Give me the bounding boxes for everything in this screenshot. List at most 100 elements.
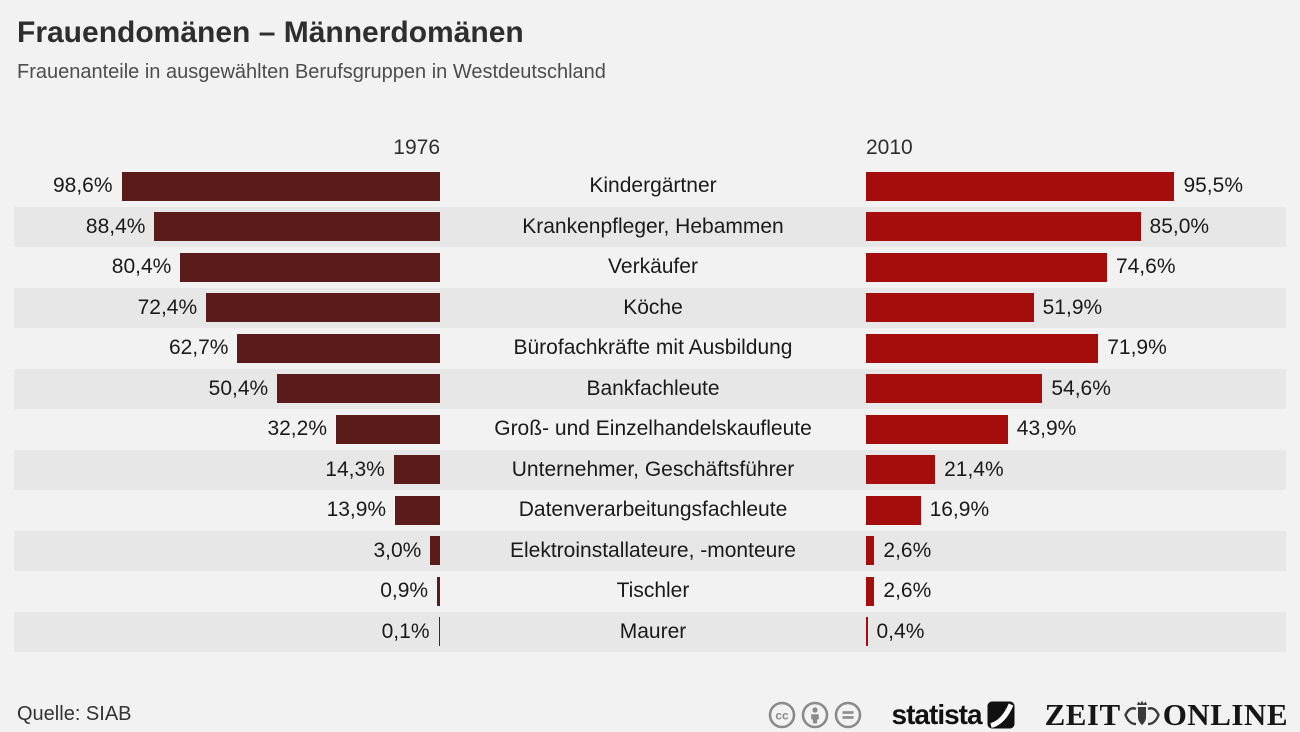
online-logo-text: ONLINE — [1162, 697, 1288, 732]
bar-2010 — [866, 252, 1107, 282]
chart-rows: 98,6% Kindergärtner 95,5% 88,4% Krankenp… — [0, 166, 1300, 652]
zeit-online-logo[interactable]: ZEIT ONLINE — [1045, 699, 1288, 731]
left-bar-zone: 88,4% — [0, 212, 440, 242]
chart-row: 80,4% Verkäufer 74,6% — [0, 247, 1300, 288]
left-bar-zone: 14,3% — [0, 455, 440, 485]
bar-1976 — [154, 212, 440, 242]
chart-row: 50,4% Bankfachleute 54,6% — [0, 368, 1300, 409]
bar-1976 — [393, 455, 440, 485]
category-label: Verkäufer — [608, 255, 698, 279]
value-label-2010: 95,5% — [1183, 174, 1243, 198]
right-bar-zone: 43,9% — [866, 414, 1300, 444]
left-bar-zone: 62,7% — [0, 333, 440, 363]
zeit-crest-icon — [1123, 700, 1160, 725]
bar-2010 — [866, 333, 1099, 363]
category-label: Bankfachleute — [586, 376, 720, 400]
chart-row: 0,9% Tischler 2,6% — [0, 571, 1300, 612]
value-label-1976: 3,0% — [373, 538, 422, 562]
left-bar-zone: 3,0% — [0, 536, 440, 566]
value-label-1976: 14,3% — [325, 457, 385, 481]
category-label: Datenverarbeitungsfachleute — [518, 498, 788, 522]
category-label: Groß- und Einzelhandelskaufleute — [494, 417, 812, 441]
value-label-1976: 88,4% — [85, 214, 146, 238]
left-bar-zone: 98,6% — [0, 171, 440, 201]
category-label: Krankenpfleger, Hebammen — [522, 214, 784, 238]
bar-1976 — [395, 495, 440, 525]
category-label: Tischler — [616, 579, 690, 603]
value-label-2010: 16,9% — [929, 498, 990, 522]
cc-by-icon[interactable] — [801, 701, 829, 729]
bar-1976 — [237, 333, 440, 363]
bar-2010 — [866, 293, 1034, 323]
left-bar-zone: 32,2% — [0, 414, 440, 444]
category-label: Unternehmer, Geschäftsführer — [511, 457, 795, 481]
bar-1976 — [180, 252, 440, 282]
value-label-1976: 13,9% — [326, 498, 387, 522]
chart-row: 72,4% Köche 51,9% — [0, 287, 1300, 328]
cc-nd-icon[interactable] — [834, 701, 862, 729]
chart-row: 32,2% Groß- und Einzelhandelskaufleute 4… — [0, 409, 1300, 450]
right-bar-zone: 0,4% — [866, 617, 1300, 647]
cc-icon[interactable]: cc — [768, 701, 796, 729]
value-label-2010: 2,6% — [883, 579, 932, 603]
chart-title: Frauendomänen – Männerdomänen — [17, 16, 524, 49]
bar-2010 — [866, 536, 875, 566]
chart-row: 14,3% Unternehmer, Geschäftsführer 21,4% — [0, 449, 1300, 490]
value-label-2010: 71,9% — [1107, 336, 1167, 360]
right-bar-zone: 16,9% — [866, 495, 1300, 525]
bar-1976 — [206, 293, 440, 323]
category-label: Elektroinstallateure, -monteure — [510, 538, 796, 562]
bar-2010 — [866, 455, 936, 485]
value-label-1976: 50,4% — [208, 376, 269, 400]
chart-row: 3,0% Elektroinstallateure, -monteure 2,6… — [0, 530, 1300, 571]
svg-text:cc: cc — [775, 708, 789, 722]
footer: Quelle: SIAB cc statista — [0, 698, 1300, 731]
left-bar-zone: 72,4% — [0, 293, 440, 323]
right-bar-zone: 85,0% — [866, 212, 1300, 242]
right-bar-zone: 74,6% — [866, 252, 1300, 282]
bar-1976 — [336, 414, 440, 444]
zeit-logo-text: ZEIT — [1044, 697, 1121, 732]
value-label-2010: 0,4% — [876, 619, 925, 643]
column-header-1976: 1976 — [393, 136, 440, 159]
right-bar-zone: 21,4% — [866, 455, 1300, 485]
category-label: Köche — [623, 295, 683, 319]
right-bar-zone: 54,6% — [866, 374, 1300, 404]
chart-row: 98,6% Kindergärtner 95,5% — [0, 166, 1300, 207]
bar-2010 — [866, 576, 875, 606]
bar-2010 — [866, 495, 921, 525]
right-bar-zone: 95,5% — [866, 171, 1300, 201]
category-label: Kindergärtner — [589, 174, 717, 198]
right-bar-zone: 2,6% — [866, 536, 1300, 566]
value-label-2010: 43,9% — [1016, 417, 1077, 441]
left-bar-zone: 13,9% — [0, 495, 440, 525]
bar-2010 — [866, 414, 1008, 444]
source-label: Quelle: SIAB — [17, 703, 132, 725]
value-label-1976: 98,6% — [52, 174, 113, 198]
value-label-1976: 0,9% — [380, 579, 429, 603]
value-label-2010: 21,4% — [944, 457, 1004, 481]
value-label-2010: 74,6% — [1115, 255, 1176, 279]
statista-logo-mark — [987, 701, 1015, 728]
bar-2010 — [866, 212, 1141, 242]
value-label-2010: 85,0% — [1149, 214, 1210, 238]
left-bar-zone: 50,4% — [0, 374, 440, 404]
value-label-1976: 80,4% — [111, 255, 172, 279]
value-label-1976: 62,7% — [168, 336, 229, 360]
statista-logo[interactable]: statista — [892, 700, 1015, 729]
chart-row: 88,4% Krankenpfleger, Hebammen 85,0% — [0, 206, 1300, 247]
bar-2010 — [866, 171, 1175, 201]
category-label: Bürofachkräfte mit Ausbildung — [513, 336, 793, 360]
bar-2010 — [866, 617, 868, 647]
bar-1976 — [430, 536, 440, 566]
bar-2010 — [866, 374, 1043, 404]
bar-1976 — [437, 576, 440, 606]
left-bar-zone: 0,9% — [0, 576, 440, 606]
category-label: Maurer — [619, 619, 687, 643]
left-bar-zone: 80,4% — [0, 252, 440, 282]
bar-1976 — [277, 374, 440, 404]
cc-license-group[interactable]: cc — [768, 701, 862, 729]
value-label-2010: 54,6% — [1051, 376, 1111, 400]
value-label-2010: 51,9% — [1042, 295, 1103, 319]
right-bar-zone: 51,9% — [866, 293, 1300, 323]
